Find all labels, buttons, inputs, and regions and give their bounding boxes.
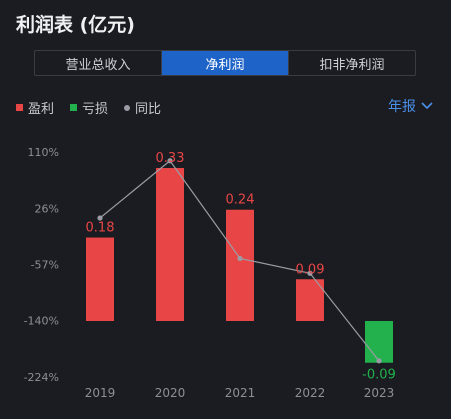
legend-label-loss: 亏损 xyxy=(82,102,109,117)
y-tick-label: -140% xyxy=(24,314,59,327)
data-label-2021: 0.24 xyxy=(226,193,255,208)
legend-swatch-profit xyxy=(16,104,23,111)
bar-2022 xyxy=(296,279,324,321)
data-label-2022: 0.09 xyxy=(296,262,325,277)
yoy-point-2023 xyxy=(376,358,382,364)
tab-deducted-net-profit[interactable]: 扣非净利润 xyxy=(319,57,385,73)
y-tick-label: 110% xyxy=(28,146,59,159)
legend-item-profit: 盈利 xyxy=(16,98,54,117)
period-label: 年报 xyxy=(388,99,416,115)
x-tick-label: 2020 xyxy=(155,386,186,400)
bar-2023 xyxy=(365,321,393,363)
yoy-point-2019 xyxy=(97,215,103,221)
legend-item-loss: 亏损 xyxy=(70,98,108,117)
legend-label-profit: 盈利 xyxy=(28,102,55,117)
page-title: 利润表 (亿元) xyxy=(16,14,135,36)
y-tick-label: -57% xyxy=(31,259,59,272)
chevron-down-icon xyxy=(421,102,433,110)
legend-label-yoy: 同比 xyxy=(135,102,162,117)
legend-swatch-loss xyxy=(70,104,78,111)
tab-net-profit[interactable]: 净利润 xyxy=(162,51,289,75)
data-label-2023: -0.09 xyxy=(362,368,396,383)
data-label-2019: 0.18 xyxy=(86,221,115,236)
y-tick-label: 26% xyxy=(35,203,59,216)
data-label-2020: 0.33 xyxy=(156,151,185,166)
x-tick-label: 2023 xyxy=(364,386,395,400)
legend-swatch-yoy xyxy=(124,104,131,111)
yoy-point-2020 xyxy=(167,158,173,164)
legend-item-yoy: 同比 xyxy=(124,98,161,117)
bar-2021 xyxy=(226,209,254,321)
yoy-point-2022 xyxy=(307,270,313,276)
bar-2020 xyxy=(156,168,184,321)
yoy-point-2021 xyxy=(237,255,243,262)
x-tick-label: 2019 xyxy=(85,386,116,400)
metric-tabs: 营业总收入 净利润 扣非净利润 xyxy=(34,50,416,76)
tab-revenue[interactable]: 营业总收入 xyxy=(35,51,162,75)
period-selector[interactable]: 年报 xyxy=(388,96,433,116)
bar-2019 xyxy=(86,237,114,321)
x-tick-label: 2021 xyxy=(225,386,256,400)
chart-legend: 盈利 亏损 同比 xyxy=(16,98,177,117)
y-tick-label: -224% xyxy=(24,371,59,384)
x-tick-label: 2022 xyxy=(295,386,326,400)
